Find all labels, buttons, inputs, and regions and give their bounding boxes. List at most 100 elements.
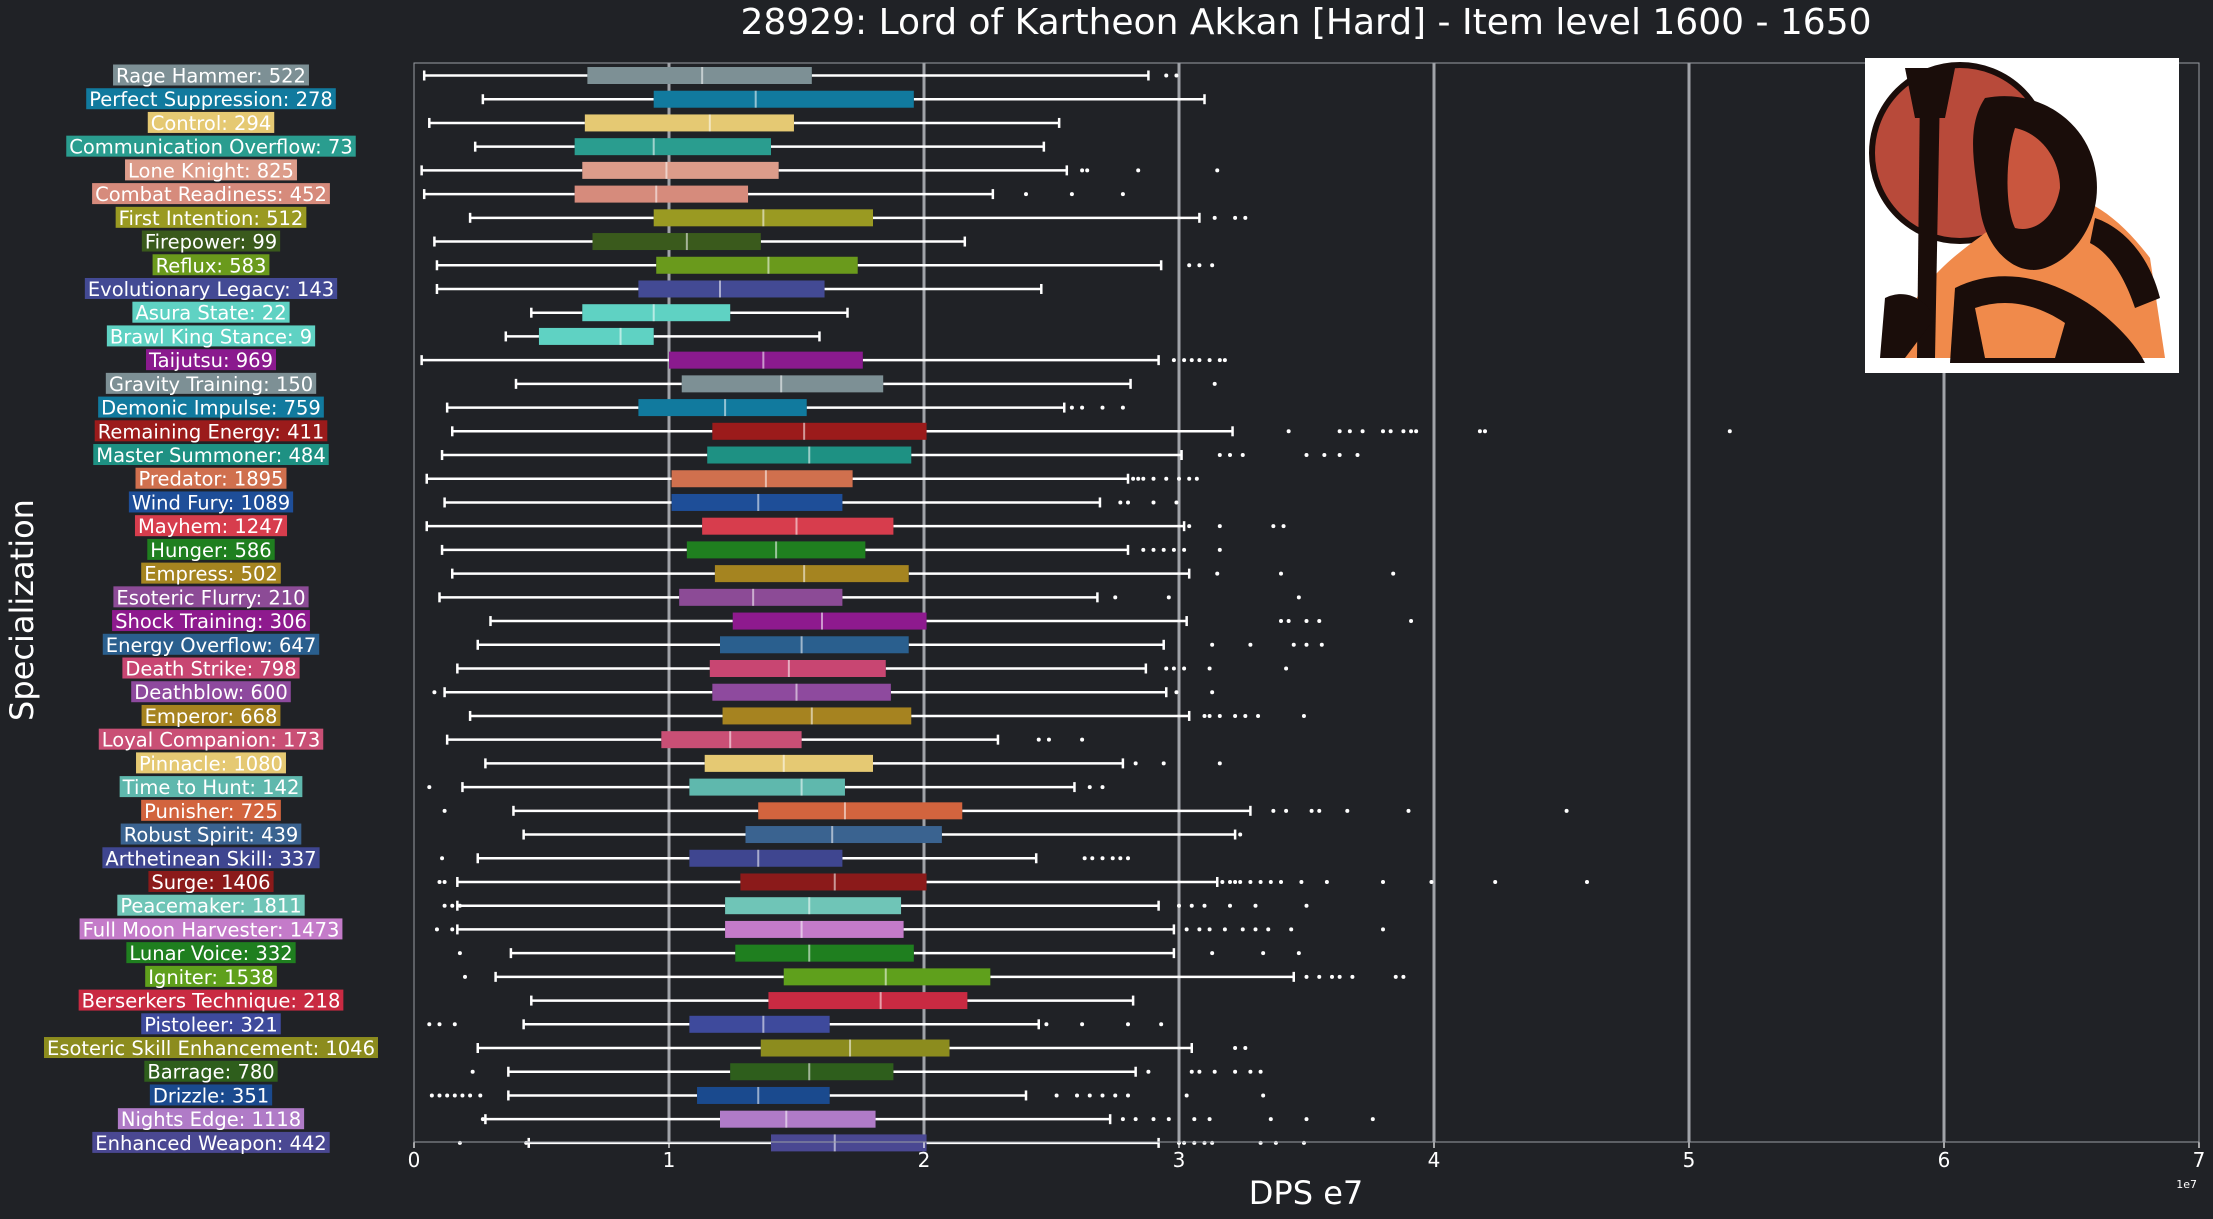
box-36	[442, 897, 1309, 915]
outlier-point-3	[1243, 215, 1248, 220]
iqr-box	[656, 256, 858, 274]
outlier-point-2	[442, 879, 447, 884]
spec-label-43: Barrage: 780	[144, 1060, 278, 1084]
outlier-point-2	[1248, 642, 1253, 647]
outlier-point-5	[1233, 879, 1238, 884]
spec-label-31: Time to Hunt: 142	[119, 776, 303, 799]
spec-label-33: Robust Spirit: 439	[120, 823, 302, 847]
spec-label-text: Combat Readiness: 452	[95, 183, 327, 206]
outlier-point-1	[1215, 571, 1220, 576]
outlier-point-4	[1330, 974, 1334, 979]
outlier-point-3	[1141, 476, 1146, 481]
outlier-point-2	[1126, 500, 1130, 505]
spec-label-text: Surge: 1406	[151, 871, 270, 894]
iqr-box	[679, 588, 843, 606]
spec-label-text: Mayhem: 1247	[138, 515, 284, 538]
spec-label-text: Pistoleer: 321	[144, 1013, 278, 1036]
spec-label-bg	[136, 752, 286, 774]
spec-label-text: Empress: 502	[144, 563, 278, 586]
outlier-point-2	[1337, 429, 1342, 434]
spec-label-text: Asura State: 22	[135, 302, 286, 325]
spec-label-18: Predator: 1895	[135, 467, 287, 491]
spec-label-41: Pistoleer: 321	[141, 1013, 281, 1036]
outlier-point-1	[1113, 595, 1118, 600]
spec-label-14: Gravity Training: 150	[105, 372, 317, 396]
outlier-point-4	[1304, 453, 1309, 458]
outlier-point-1	[1131, 476, 1136, 481]
outlier-point-10	[1087, 1093, 1092, 1098]
outlier-point-9	[1268, 879, 1273, 884]
iqr-box	[730, 1063, 894, 1081]
spec-label-27: Deathblow: 600	[131, 681, 291, 704]
outlier-point-3	[1391, 571, 1396, 576]
box-23	[438, 588, 1301, 606]
box-30	[484, 754, 1222, 772]
iqr-box	[574, 185, 749, 203]
spec-label-text: Deathblow: 600	[134, 681, 288, 704]
outlier-point-3	[1161, 547, 1166, 552]
x-axis-title: DPS e7	[1249, 1174, 1363, 1212]
spec-label-22: Empress: 502	[141, 562, 281, 586]
iqr-box	[538, 327, 654, 345]
outlier-point-3	[1291, 642, 1296, 647]
box-35	[437, 873, 1589, 891]
outlier-point-6	[1217, 358, 1222, 363]
spec-label-bg	[94, 420, 328, 442]
outlier-point-1	[1233, 1046, 1238, 1051]
iqr-box	[758, 802, 963, 820]
outlier-point-5	[460, 1093, 465, 1098]
spec-label-text: Brawl King Stance: 9	[110, 325, 312, 348]
iqr-box	[587, 67, 812, 84]
outlier-point-2	[1271, 808, 1276, 813]
outlier-point-3	[1261, 951, 1266, 956]
outlier-point-6	[1350, 974, 1355, 979]
outlier-point-6	[1345, 808, 1350, 813]
outlier-point-4	[1207, 666, 1212, 671]
spec-label-bg	[144, 1060, 278, 1082]
iqr-box	[697, 1086, 830, 1104]
outlier-point-5	[1317, 808, 1322, 813]
box-24	[489, 612, 1414, 630]
box-26	[456, 660, 1289, 677]
spec-label-30: Pinnacle: 1080	[136, 752, 286, 775]
outlier-point-4	[1197, 1069, 1202, 1074]
x-tick-label-4: 4	[1428, 1148, 1441, 1172]
iqr-box	[671, 493, 843, 511]
outlier-point-4	[1100, 856, 1105, 861]
outlier-point-4	[1151, 1117, 1156, 1122]
outlier-point-1	[1187, 263, 1192, 268]
spec-label-17: Master Summoner: 484	[93, 444, 329, 467]
spec-label-34: Arthetinean Skill: 337	[102, 847, 320, 870]
spec-label-bg	[141, 562, 281, 584]
outlier-point-2	[437, 1022, 442, 1027]
outlier-point-7	[1228, 903, 1232, 908]
spec-label-text: Shock Training: 306	[115, 610, 307, 633]
box-42	[476, 1039, 1248, 1057]
outlier-point-2	[1174, 73, 1179, 78]
boss-portrait-image	[1865, 58, 2179, 373]
outlier-point-2	[1136, 476, 1141, 481]
outlier-point-4	[1233, 713, 1238, 718]
spec-label-bg	[44, 1037, 378, 1059]
iqr-box	[592, 233, 761, 251]
box-21	[440, 541, 1222, 559]
spec-label-bg	[66, 135, 356, 157]
iqr-box	[771, 1134, 927, 1152]
outlier-point-6	[1238, 879, 1243, 884]
spec-label-text: Igniter: 1538	[148, 966, 274, 989]
outlier-point-7	[478, 1093, 483, 1098]
spec-label-19: Wind Fury: 1089	[128, 491, 294, 514]
spec-label-bg	[98, 728, 324, 750]
outlier-point-3	[1296, 595, 1301, 600]
spec-label-bg	[102, 633, 320, 655]
outlier-point-2	[1217, 524, 1222, 529]
box-28	[468, 707, 1306, 725]
outlier-point-1	[1286, 429, 1291, 434]
outlier-point-3	[1189, 1069, 1194, 1074]
outlier-point-3	[1217, 761, 1222, 766]
outlier-point-1	[442, 808, 447, 813]
spec-label-36: Peacemaker: 1811	[117, 894, 305, 918]
spec-label-23: Esoteric Flurry: 210	[113, 586, 309, 609]
iqr-box	[681, 375, 884, 393]
outlier-point-8	[1268, 1117, 1273, 1122]
